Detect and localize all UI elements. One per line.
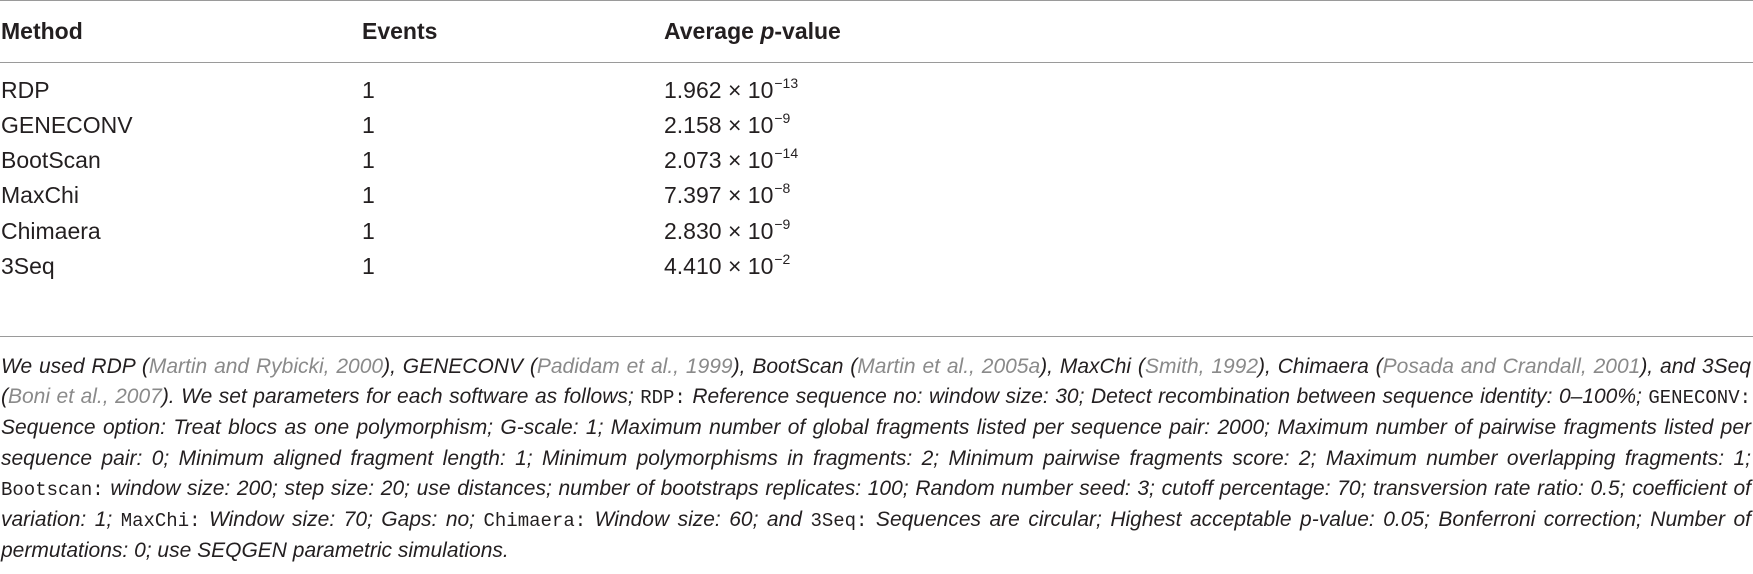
- footnote-text: ). We set parameters for each software a…: [161, 385, 641, 409]
- citation-link[interactable]: Boni et al., 2007: [8, 385, 162, 409]
- p-value-exponent: −2: [774, 251, 791, 267]
- footnote-text: Reference sequence no: window size: 30; …: [685, 385, 1649, 409]
- software-name-code: MaxChi:: [120, 510, 201, 533]
- citation-link[interactable]: Smith, 1992: [1144, 355, 1259, 378]
- pvalue-header-suffix: -value: [774, 18, 841, 44]
- p-value-exponent: −8: [774, 180, 791, 196]
- times-sign: ×: [727, 253, 742, 279]
- table-row: MaxChi 1 7.397 × 10−8: [0, 178, 1753, 212]
- cell-p-value: 4.410 × 10−2: [664, 249, 790, 286]
- table-row: BootScan 1 2.073 × 10−14: [0, 143, 1753, 177]
- cell-events: 1: [362, 182, 375, 208]
- cell-p-value: 1.962 × 10−13: [664, 73, 798, 110]
- p-value-mantissa: 2.158: [664, 112, 722, 138]
- footnote-text: ), GENECONV (: [383, 355, 537, 378]
- p-value-mantissa: 2.073: [664, 147, 722, 173]
- p-value-base: 10: [747, 112, 774, 138]
- p-value-base: 10: [747, 147, 774, 173]
- cell-method: MaxChi: [1, 182, 79, 208]
- p-value-exponent: −14: [774, 145, 799, 161]
- footnote-text: window size: 200; step size: 20; use dis…: [1, 476, 1751, 532]
- cell-events: 1: [362, 147, 375, 173]
- cell-method: 3Seq: [1, 253, 55, 279]
- p-value-base: 10: [747, 218, 774, 244]
- footnote-text: Sequence option: Treat blocs as one poly…: [1, 416, 1751, 470]
- software-name-code: RDP:: [640, 387, 686, 410]
- cell-method: GENECONV: [1, 112, 133, 138]
- times-sign: ×: [727, 77, 742, 103]
- p-value-exponent: −13: [774, 75, 799, 91]
- column-header-method: Method: [1, 18, 83, 44]
- p-value-mantissa: 7.397: [664, 182, 722, 208]
- p-value-mantissa: 2.830: [664, 218, 722, 244]
- cell-p-value: 2.073 × 10−14: [664, 143, 798, 180]
- cell-events: 1: [362, 218, 375, 244]
- pvalue-header-p: p: [760, 18, 775, 44]
- software-name-code: 3Seq:: [810, 510, 868, 533]
- p-value-mantissa: 1.962: [664, 77, 722, 103]
- table-row: 3Seq 1 4.410 × 10−2: [0, 249, 1753, 283]
- times-sign: ×: [727, 182, 742, 208]
- column-header-average-p-value: Average p-value: [664, 14, 841, 48]
- table-header-rule: [0, 62, 1753, 63]
- times-sign: ×: [727, 112, 742, 138]
- table-row: Chimaera 1 2.830 × 10−9: [0, 214, 1753, 248]
- table-bottom-rule: [0, 336, 1753, 337]
- times-sign: ×: [727, 218, 742, 244]
- footnote-text: ), MaxChi (: [1040, 355, 1145, 378]
- pvalue-header-prefix: Average: [664, 18, 761, 44]
- times-sign: ×: [727, 147, 742, 173]
- footnote-text: ), BootScan (: [732, 355, 858, 378]
- citation-link[interactable]: Padidam et al., 1999: [536, 355, 733, 378]
- column-header-events: Events: [362, 18, 438, 44]
- software-name-code: Bootscan:: [1, 478, 104, 501]
- footnote-text: Window size: 60; and: [586, 508, 811, 532]
- citation-link[interactable]: Martin and Rybicki, 2000: [148, 355, 384, 378]
- table-top-rule: [0, 0, 1753, 1]
- cell-events: 1: [362, 253, 375, 279]
- p-value-base: 10: [747, 253, 774, 279]
- cell-method: Chimaera: [1, 218, 101, 244]
- cell-p-value: 2.158 × 10−9: [664, 108, 790, 145]
- citation-link[interactable]: Martin et al., 2005a: [857, 355, 1041, 378]
- footnote-text: Sequences are circular; Highest acceptab…: [1, 508, 1751, 563]
- citation-link[interactable]: Posada and Crandall, 2001: [1382, 355, 1641, 378]
- footnote-text: ), and 3Seq (: [1, 355, 1751, 409]
- cell-method: RDP: [1, 77, 50, 103]
- p-value-mantissa: 4.410: [664, 253, 722, 279]
- p-value-base: 10: [747, 182, 774, 208]
- p-value-exponent: −9: [774, 216, 791, 232]
- p-value-base: 10: [747, 77, 774, 103]
- table-row: GENECONV 1 2.158 × 10−9: [0, 108, 1753, 142]
- cell-events: 1: [362, 77, 375, 103]
- cell-p-value: 2.830 × 10−9: [664, 214, 790, 251]
- cell-p-value: 7.397 × 10−8: [664, 178, 790, 215]
- cell-events: 1: [362, 112, 375, 138]
- footnote-text: ), Chimaera (: [1258, 355, 1383, 378]
- cell-method: BootScan: [1, 147, 101, 173]
- footnote-text: We used RDP (: [1, 355, 149, 378]
- p-value-exponent: −9: [774, 110, 791, 126]
- table-footnote: We used RDP (Martin and Rybicki, 2000), …: [1, 352, 1751, 566]
- software-name-code: GENECONV:: [1648, 387, 1751, 410]
- table-header-row: Method Events Average p-value: [0, 14, 1753, 50]
- table-row: RDP 1 1.962 × 10−13: [0, 73, 1753, 107]
- software-name-code: Chimaera:: [483, 510, 587, 533]
- footnote-text: Window size: 70; Gaps: no;: [200, 508, 484, 532]
